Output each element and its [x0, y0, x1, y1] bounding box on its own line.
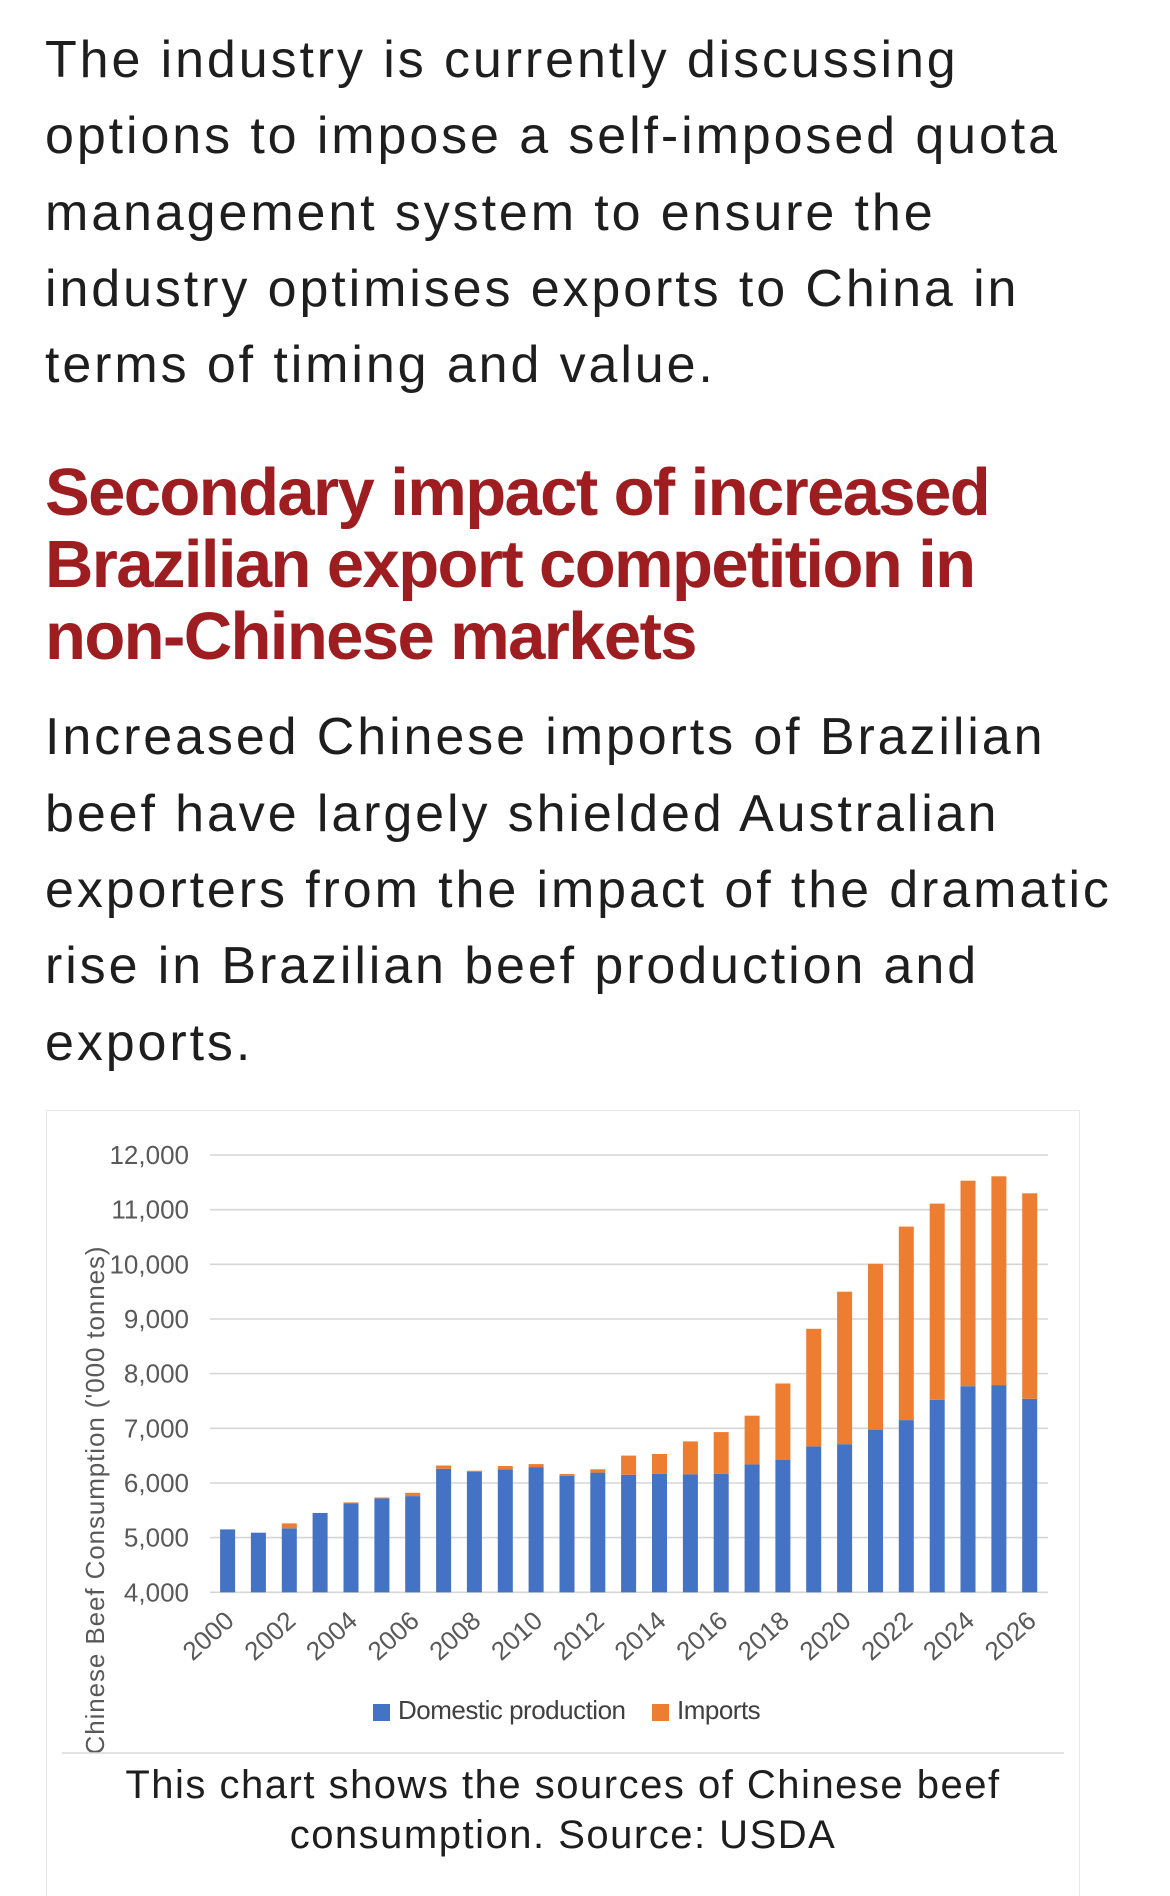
svg-text:8,000: 8,000 [124, 1359, 189, 1389]
svg-text:5,000: 5,000 [124, 1523, 189, 1553]
svg-text:Domestic production: Domestic production [398, 1695, 626, 1725]
svg-text:9,000: 9,000 [124, 1304, 189, 1334]
svg-text:12,000: 12,000 [109, 1140, 189, 1170]
svg-text:Imports: Imports [677, 1695, 761, 1725]
svg-text:7,000: 7,000 [124, 1413, 189, 1443]
svg-text:4,000: 4,000 [124, 1577, 189, 1607]
svg-text:6,000: 6,000 [124, 1468, 189, 1498]
svg-text:11,000: 11,000 [111, 1195, 189, 1225]
svg-text:Chinese Beef Consumption ('000: Chinese Beef Consumption ('000 tonnes) [80, 1246, 110, 1754]
svg-text:10,000: 10,000 [109, 1249, 189, 1279]
